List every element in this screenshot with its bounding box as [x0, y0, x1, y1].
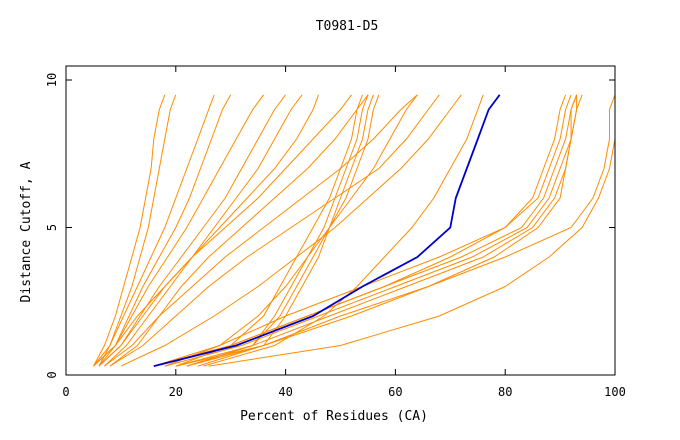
series-line: [109, 94, 440, 367]
y-axis-label: Distance Cutoff, A: [19, 161, 34, 302]
series-line: [98, 94, 352, 367]
x-tick-label: 40: [278, 385, 292, 399]
series-line: [164, 94, 583, 367]
series-line: [186, 94, 616, 367]
x-tick-label: 100: [604, 385, 626, 399]
series-line: [93, 94, 319, 367]
y-axis: 0 5 10: [45, 73, 615, 379]
series-line: [93, 94, 215, 367]
series-line: [93, 94, 166, 367]
series-line: [208, 94, 616, 367]
series-line: [104, 94, 418, 367]
series-line: [186, 94, 369, 367]
series-line: [98, 94, 232, 367]
series-line: [153, 94, 567, 367]
y-tick-label: 0: [45, 371, 59, 378]
series-line-highlight: [153, 94, 501, 367]
series-line: [93, 94, 265, 367]
x-tick-label: 20: [169, 385, 183, 399]
series-line: [164, 94, 418, 367]
series-line: [104, 94, 303, 367]
chart-title: T0981-D5: [316, 19, 379, 34]
x-tick-label: 60: [388, 385, 402, 399]
plot-area: [93, 94, 616, 367]
x-tick-label: 80: [498, 385, 512, 399]
series-line: [203, 94, 484, 367]
x-tick-label: 0: [62, 385, 69, 399]
series-line: [98, 94, 177, 367]
y-tick-label: 10: [45, 73, 59, 87]
series-line: [197, 94, 374, 367]
series-line: [120, 94, 462, 367]
series-line: [175, 94, 363, 367]
x-axis-label: Percent of Residues (CA): [240, 409, 428, 424]
x-axis: 0 20 40 60 80 100: [62, 66, 626, 399]
plot-frame: [65, 65, 616, 376]
series-line: [175, 94, 578, 367]
series-line: [109, 94, 369, 367]
series-line: [98, 94, 287, 367]
y-tick-label: 5: [45, 224, 59, 231]
series-line: [175, 94, 578, 367]
